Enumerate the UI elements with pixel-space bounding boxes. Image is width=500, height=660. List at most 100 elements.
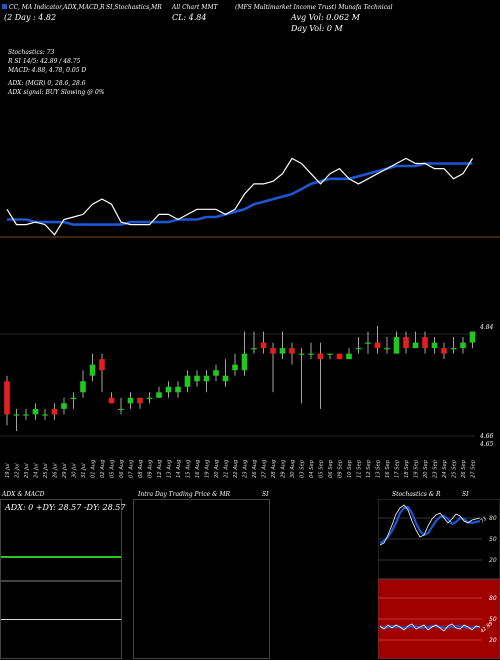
moving-average-line <box>7 162 473 226</box>
close-label: CL: 4.84 <box>172 13 207 22</box>
candle-body <box>156 392 162 398</box>
candle-body <box>393 337 400 354</box>
candle-body <box>175 386 181 393</box>
price-axis-low1: 4.66 <box>480 433 494 440</box>
stoch-k-line <box>379 504 481 546</box>
date-label: 27 Aug <box>262 459 268 478</box>
date-label: 27 Sep <box>471 459 477 478</box>
intraday-panel <box>133 499 270 659</box>
candle-body <box>42 414 48 416</box>
date-label: 15 Aug <box>186 459 192 478</box>
price-axis-top: 4.84 <box>480 324 494 331</box>
rsi-ma-line <box>379 624 480 630</box>
date-label: 09 Aug <box>148 459 154 478</box>
date-label: 10 Sep <box>347 459 353 478</box>
candle-body <box>32 408 39 415</box>
candle-body <box>308 353 314 355</box>
adx-value: ADX: (MGR) 0, 28.6, 28.6 <box>8 80 86 87</box>
candle-body <box>270 348 276 354</box>
date-label: 21 Aug <box>224 459 230 478</box>
stoch-tick-20: 20 <box>489 557 497 564</box>
date-label: 31 Jul <box>81 463 87 478</box>
candle-body <box>89 364 96 376</box>
date-label: 05 Sep <box>319 459 325 478</box>
candle-body <box>165 386 172 393</box>
macd-zero-line <box>1 619 121 620</box>
candle-body <box>336 353 343 360</box>
candle-body <box>61 403 67 409</box>
macd-value: MACD: 4.88, 4.78, 0.05 D <box>8 67 87 74</box>
price-axis-low2: 4.65 <box>480 441 494 448</box>
date-label: 08 Aug <box>138 459 144 478</box>
candle-body <box>365 342 371 344</box>
date-label: 06 Aug <box>119 459 125 478</box>
date-label: 30 Jul <box>72 463 78 478</box>
stoch-si-label: SI <box>462 491 469 498</box>
ticker-description: (MFS Multimarket Income Trust) Munafa Te… <box>235 4 393 11</box>
adx-green-line <box>1 556 121 558</box>
candle-body <box>289 348 295 354</box>
candle-body <box>260 342 267 349</box>
candle-chart: 19 Jul 22 Jul 23 Jul 24 Jul 25 Jul 26 Jul 29 J… <box>0 326 477 478</box>
rsi-tick-80: 80 <box>489 595 497 602</box>
date-label: 29 Jul <box>62 463 68 478</box>
candle-body <box>146 397 153 400</box>
candle-body <box>422 337 428 349</box>
adx-signal: ADX signal: BUY Slowing @ 0% <box>8 89 105 96</box>
candle-body <box>431 342 438 349</box>
rsi-line <box>379 623 481 632</box>
stoch-panel-title: Stochastics & R <box>392 491 441 498</box>
candle-body <box>298 353 305 355</box>
date-label: 24 Sep <box>442 459 448 478</box>
date-label: 24 Jul <box>34 463 40 478</box>
stochastics-value: Stochastics: 73 <box>8 49 55 56</box>
candle-body <box>327 353 333 355</box>
rsi-tick-20: 20 <box>489 637 497 644</box>
candle-body <box>346 353 352 360</box>
candle-body <box>355 348 362 350</box>
date-label: 25 Sep <box>452 459 458 478</box>
date-label: 12 Sep <box>366 459 372 478</box>
legend-all-label: All Chart MMT <box>172 4 218 11</box>
date-label: 13 Aug <box>167 459 173 478</box>
candle-body <box>441 348 447 354</box>
stoch-panel: 80 50 20 80 50 20 73 42.89 <box>378 499 500 659</box>
candle-body <box>51 408 58 415</box>
candle-body <box>108 397 115 404</box>
candle-body <box>412 342 419 349</box>
date-label: 16 Aug <box>195 459 201 478</box>
date-label: 30 Aug <box>290 459 296 478</box>
date-label: 26 Aug <box>252 459 258 478</box>
candle-body <box>184 375 191 387</box>
candle-body <box>241 353 248 371</box>
date-label: 29 Aug <box>281 459 287 478</box>
price-date: (2 Day : 4.82 <box>4 13 57 22</box>
candle-body <box>222 375 229 382</box>
intraday-si-label: SI <box>262 491 269 498</box>
candle-body <box>137 397 143 404</box>
date-label: 25 Jul <box>43 463 49 478</box>
date-label: 19 Jul <box>5 463 11 478</box>
price-line <box>6 157 474 236</box>
candle-body <box>460 342 466 349</box>
rsi-tick-50: 50 <box>489 616 497 623</box>
adx-panel: ADX: 0 +DY: 28.57 -DY: 28.57 <box>0 499 126 581</box>
adx-panel-values: ADX: 0 +DY: 28.57 -DY: 28.57 <box>5 503 126 512</box>
legend-study-label: SI,Stochastics,MR <box>106 4 162 11</box>
stoch-d-line <box>379 505 481 544</box>
candle-body <box>23 414 29 416</box>
candle-body <box>213 370 219 376</box>
rsi-value: R SI 14/5: 42.89 / 48.75 <box>8 58 81 65</box>
stoch-tick-80: 80 <box>489 515 497 522</box>
candle-body <box>127 397 134 404</box>
candle-body <box>469 331 476 343</box>
candle-body <box>450 348 457 350</box>
date-label: 07 Aug <box>129 459 135 478</box>
date-label: 20 Sep <box>423 459 429 478</box>
date-label: 04 Sep <box>309 459 315 478</box>
candle-body <box>374 342 381 349</box>
candle-body <box>317 353 324 360</box>
date-label: 19 Aug <box>205 459 211 478</box>
intraday-panel-title: Intra Day Trading Price & MR <box>138 491 231 498</box>
date-label: 11 Sep <box>357 459 363 478</box>
